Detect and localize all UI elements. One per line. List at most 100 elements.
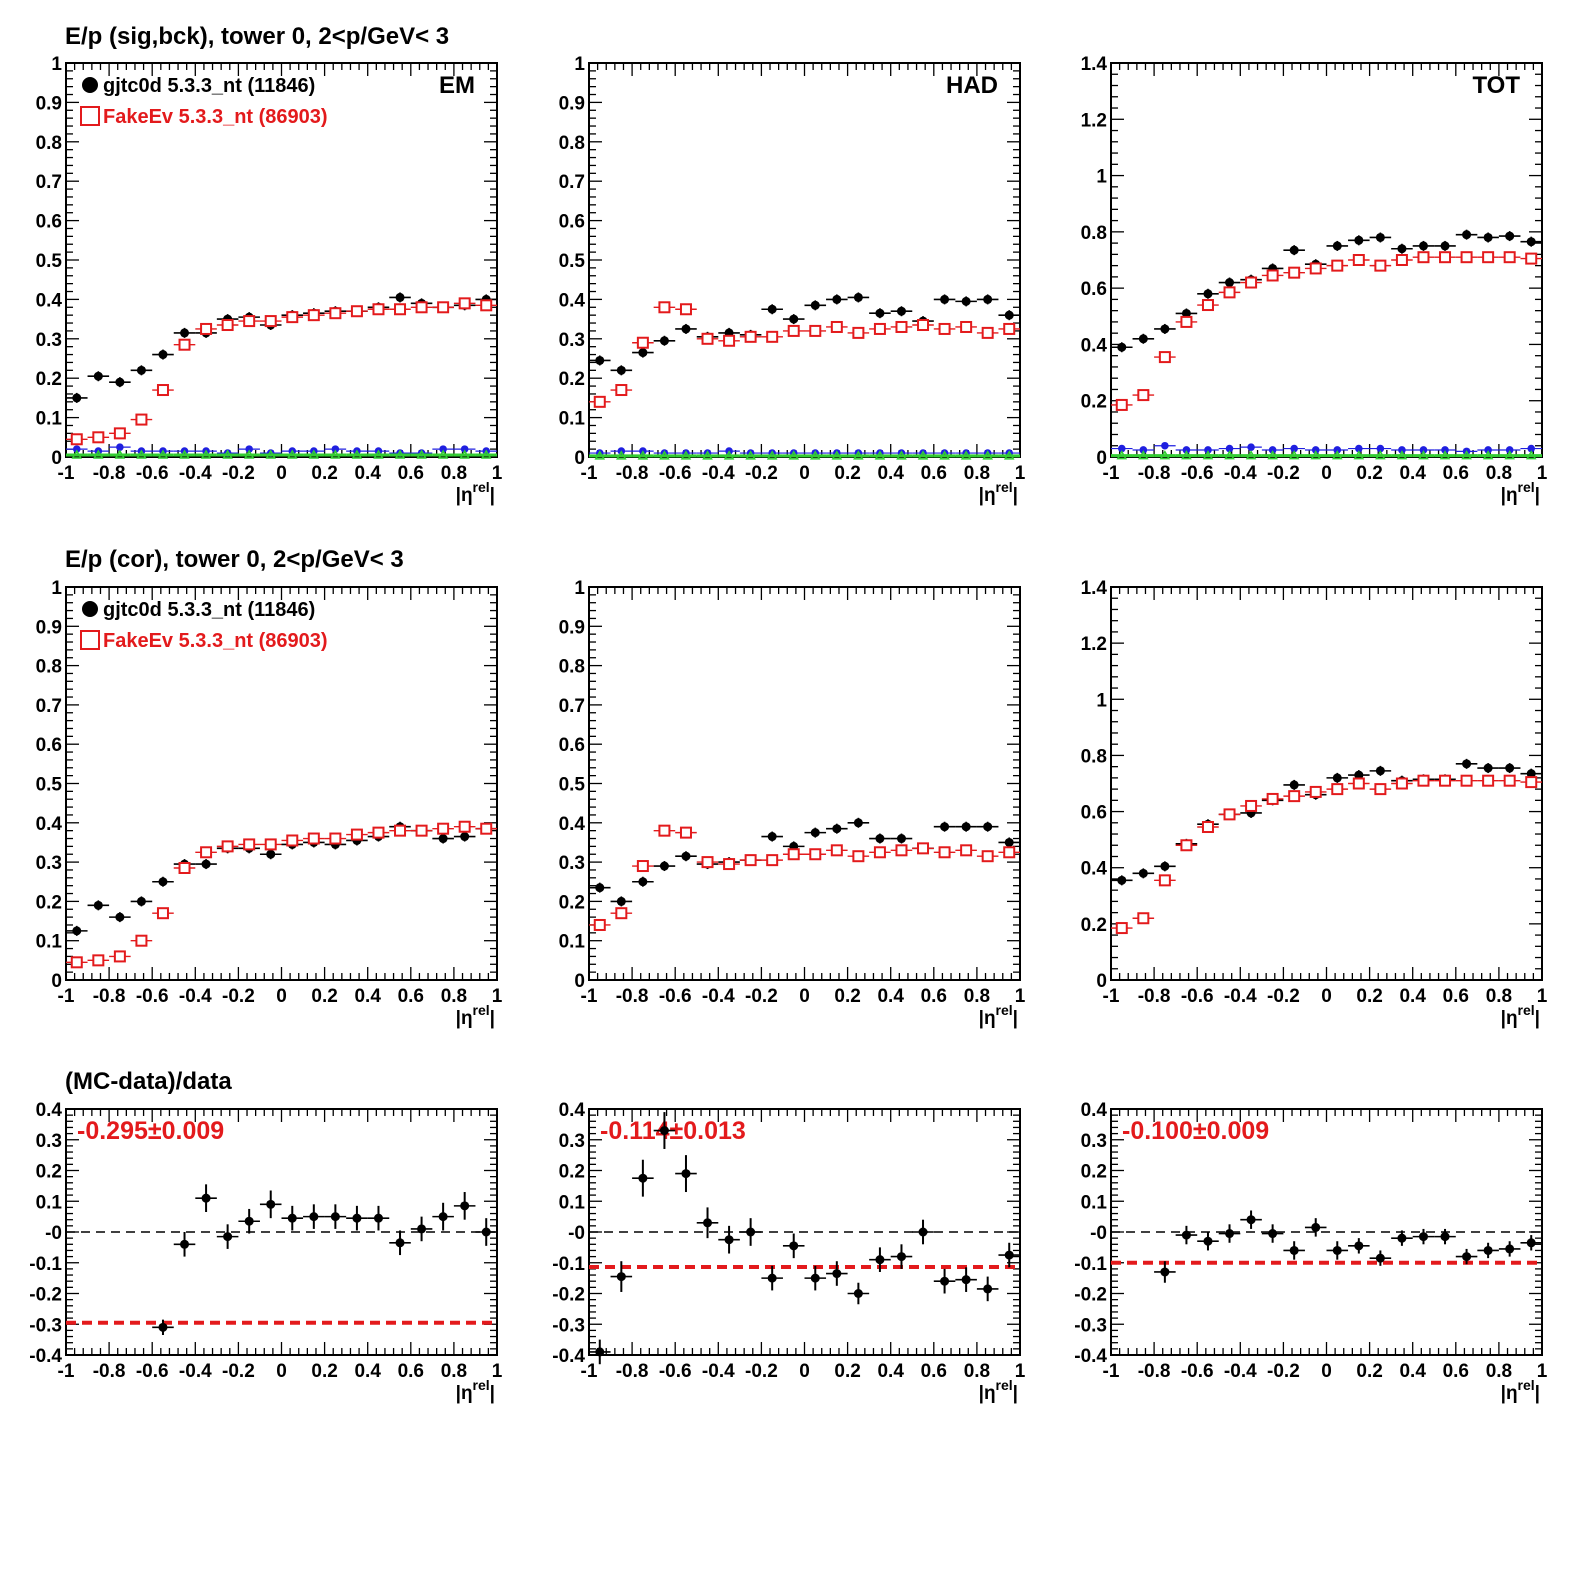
y-tick-label: 1 xyxy=(51,54,62,75)
ratio-point xyxy=(180,1239,190,1249)
blue-point xyxy=(1290,444,1298,453)
data-point xyxy=(1375,766,1385,776)
series-data xyxy=(66,821,497,936)
x-tick-label: 0.4 xyxy=(354,986,381,1007)
data-point xyxy=(1483,232,1493,242)
y-tick-label: 0.5 xyxy=(36,251,63,272)
ratio-point xyxy=(223,1232,233,1242)
blue-point xyxy=(1419,446,1428,454)
x-axis-title: |ηrel| xyxy=(456,1377,495,1404)
y-tick-label: 0.4 xyxy=(36,1100,63,1121)
x-axis-title-close: | xyxy=(490,1383,495,1404)
series-ratio xyxy=(1154,1210,1542,1283)
x-tick-label: 0.4 xyxy=(1399,986,1426,1007)
y-tick-label: 1 xyxy=(1096,690,1107,711)
x-tick-label: 0.8 xyxy=(441,986,467,1007)
mc-point xyxy=(1352,777,1365,790)
y-tick-label: 0.5 xyxy=(36,775,63,796)
y-tick-label: 0.7 xyxy=(559,172,585,193)
x-tick-label: -0.6 xyxy=(1181,1361,1214,1382)
plot-frame xyxy=(588,586,1021,981)
y-tick-label: 0.7 xyxy=(36,696,62,717)
data-point xyxy=(93,900,103,910)
data-point xyxy=(638,348,648,358)
data-point xyxy=(1526,237,1536,247)
x-tick-label: 0.4 xyxy=(877,1361,904,1382)
mc-point xyxy=(1525,776,1538,789)
x-tick-label: 0.2 xyxy=(834,1361,860,1382)
mc-point xyxy=(1158,351,1171,364)
x-axis-title: |ηrel| xyxy=(979,1377,1018,1404)
green-point xyxy=(157,449,169,459)
plot-frame xyxy=(1110,62,1543,458)
y-tick-label: -0.4 xyxy=(1074,1346,1107,1367)
y-tick-label: 0.1 xyxy=(559,932,586,953)
data-point xyxy=(1004,837,1014,847)
blue-point xyxy=(1398,446,1406,454)
x-tick-label: -0.6 xyxy=(1181,986,1214,1007)
y-tick-label: 0.2 xyxy=(1081,1162,1107,1183)
data-point xyxy=(595,355,605,365)
mc-point xyxy=(1223,808,1236,821)
mc-point xyxy=(178,338,191,351)
data-point xyxy=(1440,241,1450,251)
ratio-point xyxy=(832,1269,842,1279)
y-tick-label: 0.4 xyxy=(559,290,586,311)
blue-point xyxy=(1355,444,1363,453)
data-point xyxy=(595,883,605,893)
x-tick-label: 0 xyxy=(799,463,810,484)
x-tick-label: 0.2 xyxy=(834,986,860,1007)
mc-point xyxy=(917,842,930,855)
blue-point xyxy=(1225,444,1234,453)
y-tick-label: -0.3 xyxy=(29,1315,62,1336)
mc-point xyxy=(1288,266,1301,279)
mc-point xyxy=(200,322,213,335)
series-ratio xyxy=(152,1184,497,1336)
green-point xyxy=(982,450,993,460)
data-point xyxy=(1289,245,1299,255)
x-tick-label: 1 xyxy=(492,986,503,1007)
mc-point xyxy=(437,301,450,314)
mc-point xyxy=(787,848,800,861)
series-mc xyxy=(589,824,1020,931)
x-tick-label: -0.8 xyxy=(93,986,126,1007)
mc-point xyxy=(766,330,779,343)
mc-point xyxy=(830,320,843,333)
mc-point xyxy=(895,844,908,857)
data-point xyxy=(1117,342,1127,352)
y-tick-label: 0.4 xyxy=(559,1100,586,1121)
y-tick-label: 0.8 xyxy=(1081,746,1107,767)
y-tick-label: 1 xyxy=(574,578,585,599)
mc-point xyxy=(480,822,493,835)
x-axis-title-main: |η xyxy=(979,485,996,506)
mc-point xyxy=(917,319,930,332)
mc-point xyxy=(1331,783,1344,796)
mc-point xyxy=(593,395,606,408)
mc-point xyxy=(593,918,606,931)
mc-point xyxy=(1245,276,1258,289)
ratio-point xyxy=(1397,1233,1407,1243)
x-tick-label: 1 xyxy=(492,1361,503,1382)
x-tick-label: 0.6 xyxy=(398,986,424,1007)
y-tick-label: 0.2 xyxy=(36,369,62,390)
mc-point xyxy=(809,848,822,861)
x-tick-label: -0.4 xyxy=(702,463,735,484)
mean-ratio-label: -0.295±0.009 xyxy=(77,1117,224,1145)
mc-point xyxy=(679,826,692,839)
series-data xyxy=(1111,229,1542,353)
x-tick-label: 0 xyxy=(276,986,287,1007)
green-point xyxy=(416,449,427,459)
y-tick-label: 0.1 xyxy=(1081,1192,1108,1213)
green-point xyxy=(1375,450,1386,460)
ratio-point xyxy=(659,1126,669,1136)
x-tick-label: -0.4 xyxy=(1224,986,1257,1007)
green-point xyxy=(939,450,950,460)
y-tick-label: -0.4 xyxy=(552,1346,585,1367)
green-point xyxy=(680,450,692,460)
x-tick-label: -0.4 xyxy=(179,463,212,484)
x-tick-label: -0.8 xyxy=(616,986,649,1007)
ratio-point xyxy=(1418,1232,1428,1242)
x-tick-label: -1 xyxy=(581,463,598,484)
y-tick-label: -0 xyxy=(45,1223,62,1244)
x-tick-label: -0.4 xyxy=(702,986,735,1007)
